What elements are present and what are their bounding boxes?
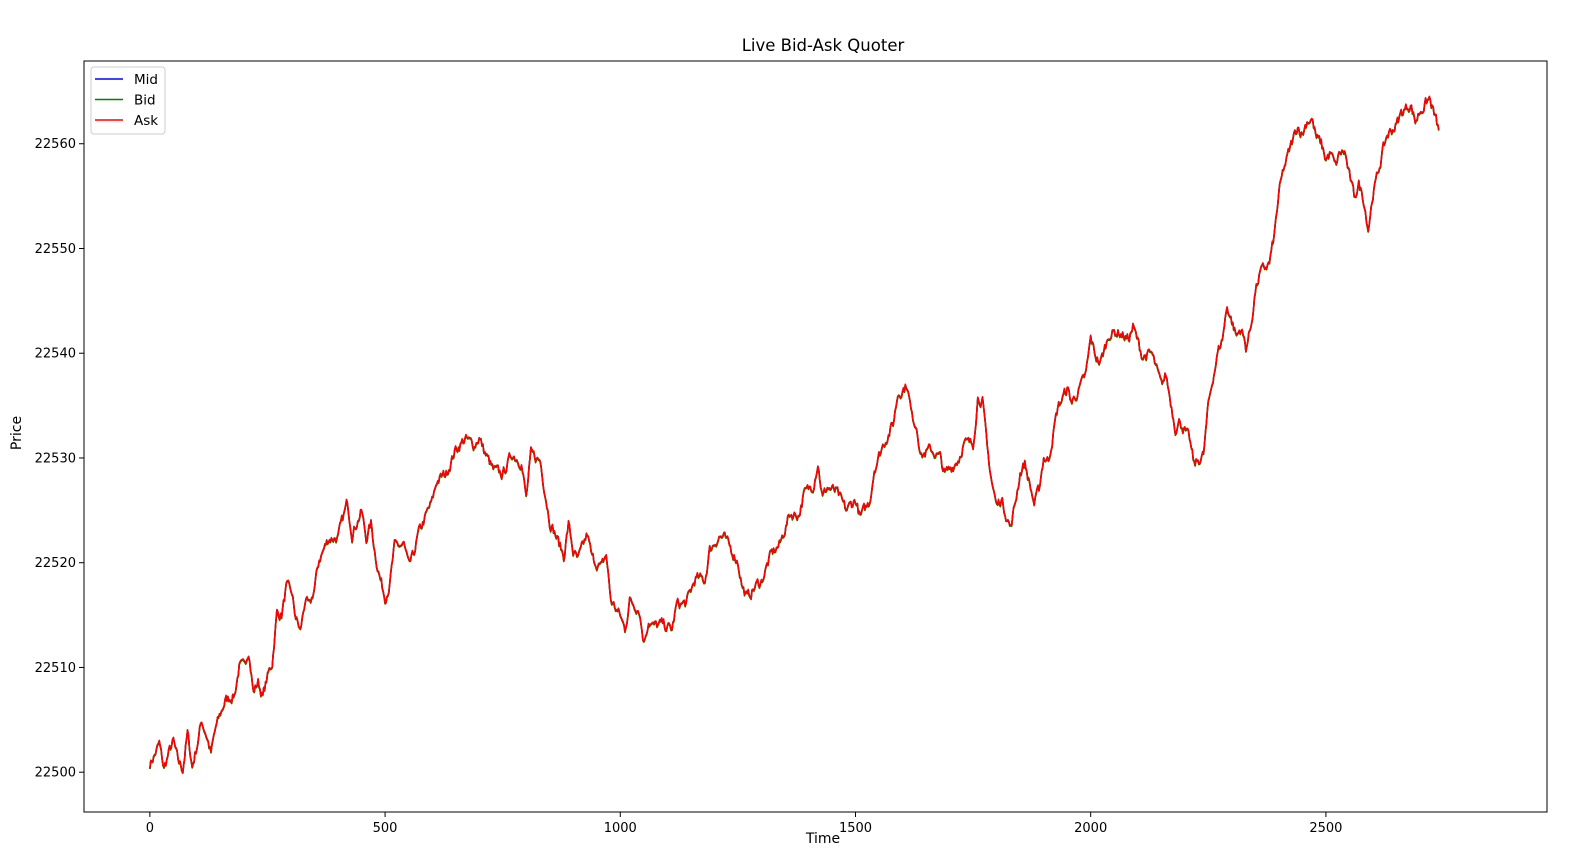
series-layer <box>149 95 1440 775</box>
legend: Mid Bid Ask <box>90 66 166 135</box>
chart-title: Live Bid-Ask Quoter <box>742 36 905 55</box>
x-tick-label: 1500 <box>839 821 872 836</box>
y-tick-label: 22530 <box>35 451 76 466</box>
y-tick-label: 22560 <box>35 137 76 152</box>
series-line-ask <box>149 95 1440 774</box>
y-tick-label: 22510 <box>35 661 76 676</box>
y-axis-label: Price <box>9 416 25 450</box>
y-tick-label: 22540 <box>35 347 76 362</box>
legend-label-mid: Mid <box>134 72 158 88</box>
series-line-bid <box>149 96 1440 775</box>
x-tick-label: 1000 <box>604 821 637 836</box>
x-axis-ticks: 0 500 1000 1500 2000 2500 <box>146 812 1342 836</box>
y-axis-ticks: 22500 22510 22520 22530 22540 22550 22560 <box>35 137 84 781</box>
plot-frame <box>83 60 1548 813</box>
x-tick-label: 0 <box>146 821 154 836</box>
x-tick-label: 2000 <box>1074 821 1107 836</box>
x-tick-label: 2500 <box>1309 821 1342 836</box>
legend-label-bid: Bid <box>134 93 156 109</box>
x-axis-label: Time <box>805 831 840 847</box>
y-tick-label: 22550 <box>35 242 76 257</box>
series-line-mid <box>149 96 1440 774</box>
legend-label-ask: Ask <box>134 113 158 129</box>
x-tick-label: 500 <box>373 821 398 836</box>
y-tick-label: 22500 <box>35 766 76 781</box>
legend-box <box>90 66 166 135</box>
y-tick-label: 22520 <box>35 556 76 571</box>
